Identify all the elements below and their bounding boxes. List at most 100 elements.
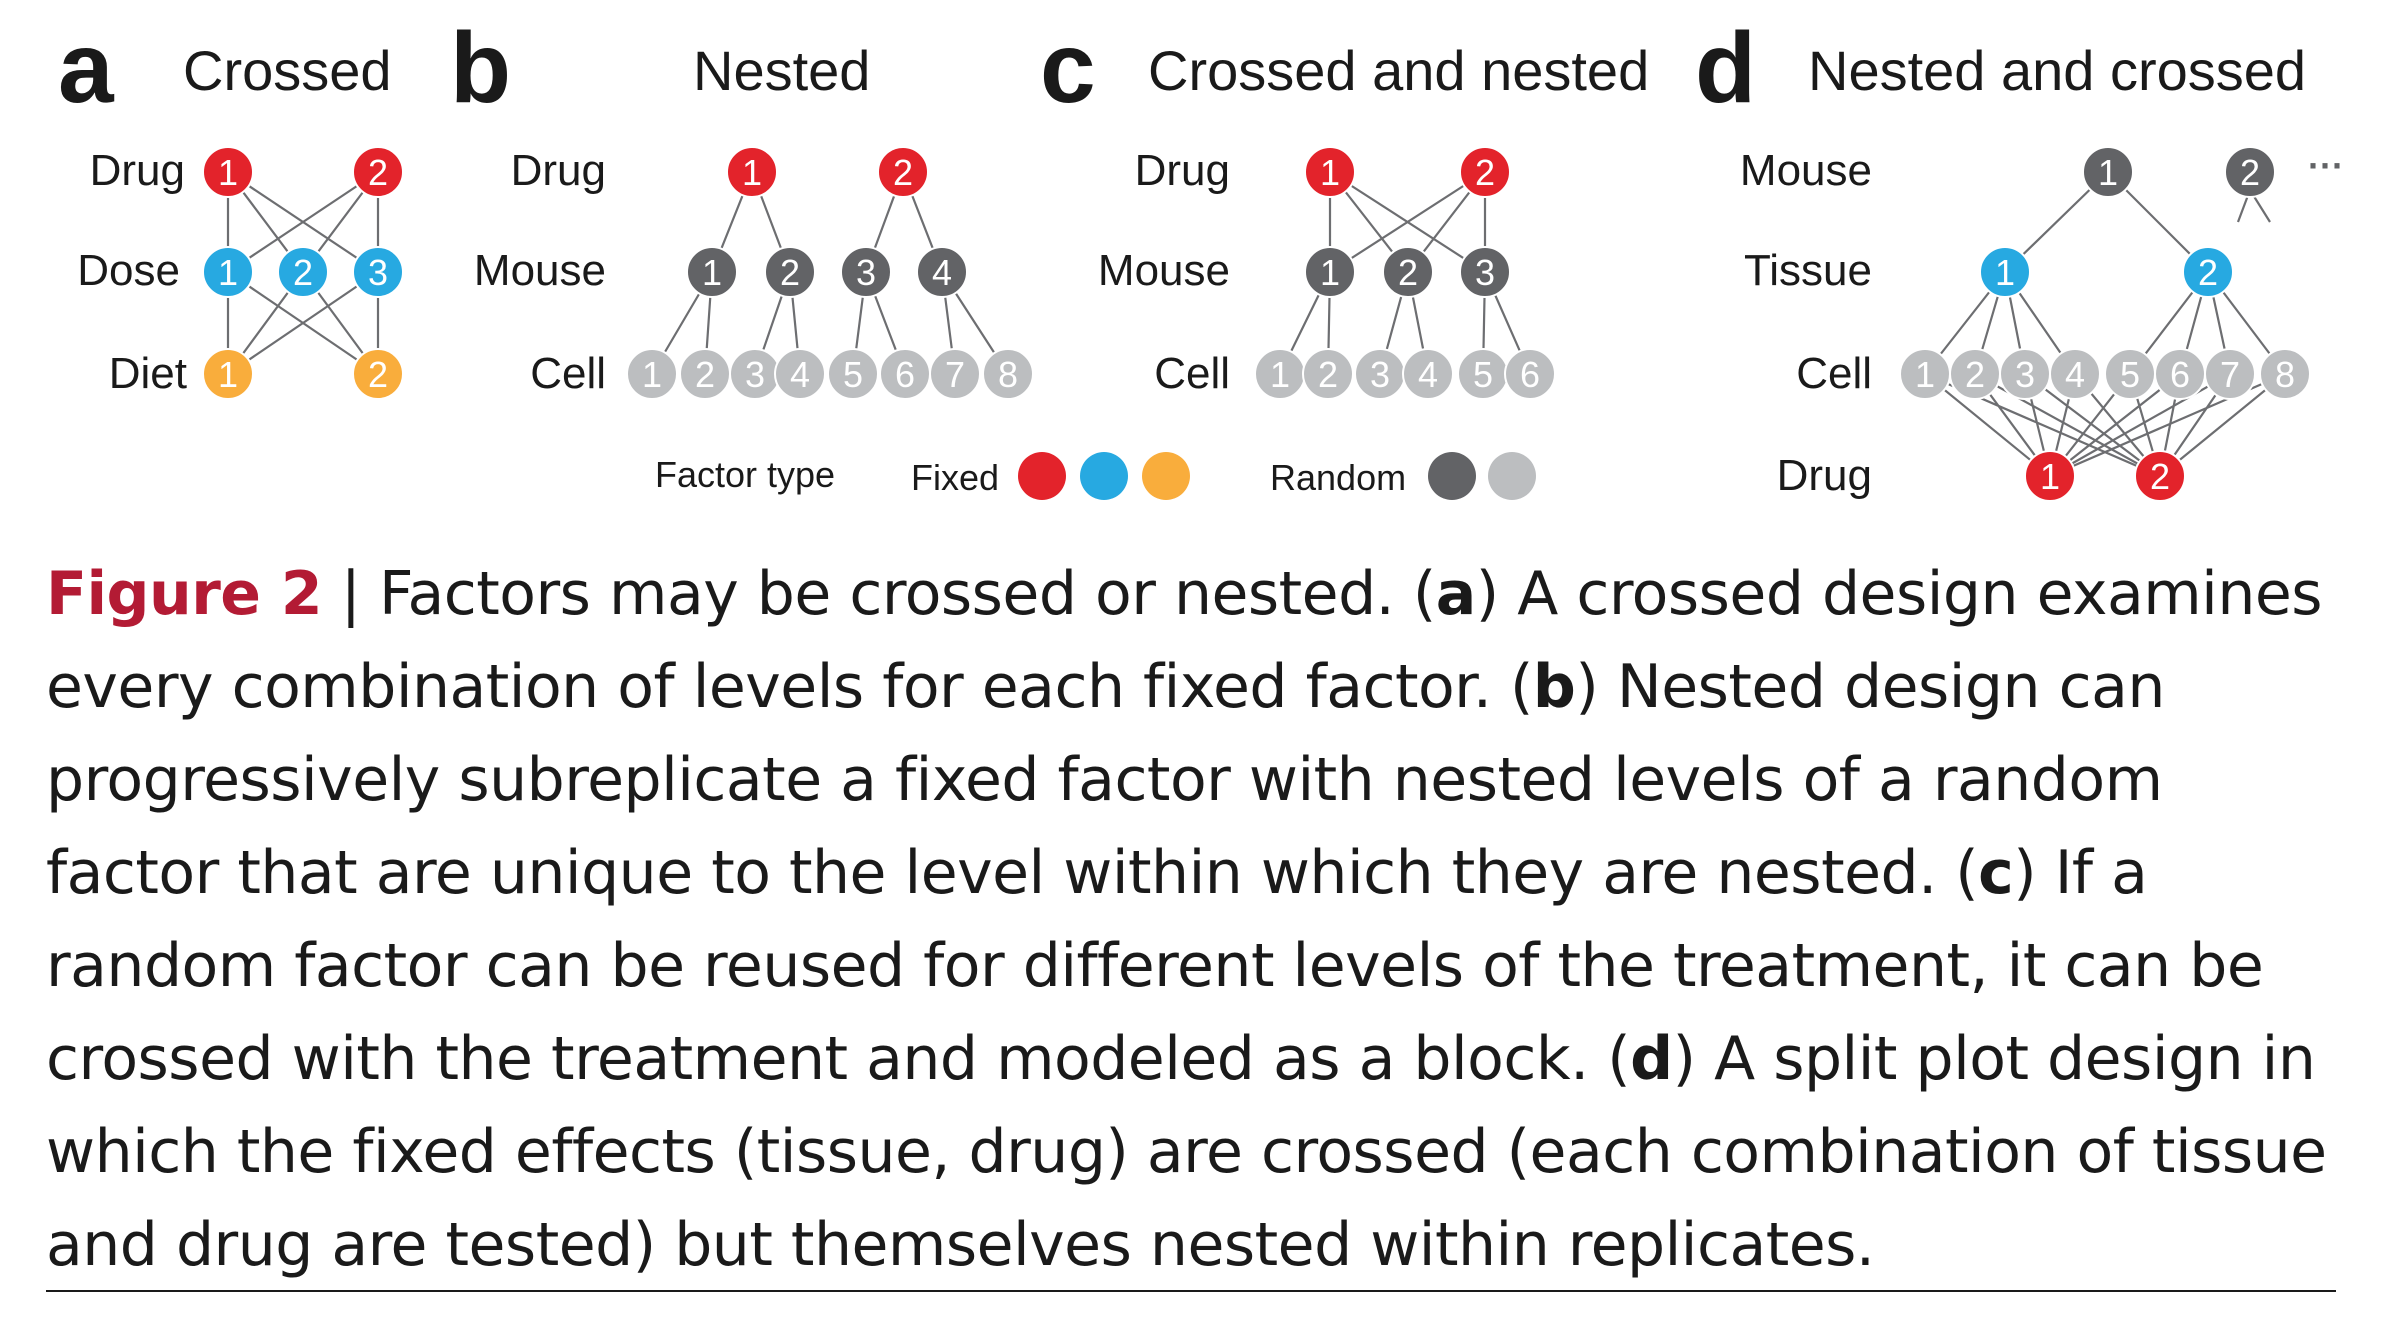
node-b-cell-4: 4 bbox=[774, 348, 826, 400]
svg-text:1: 1 bbox=[218, 152, 238, 193]
caption-text-2: ) A crossed design examines every combin… bbox=[46, 559, 2323, 722]
node-b-drug-2: 2 bbox=[877, 146, 929, 198]
node-d-cell-2: 2 bbox=[1949, 348, 2001, 400]
panel-letter-c: c bbox=[1040, 12, 1096, 124]
node-a-diet-1: 1 bbox=[202, 348, 254, 400]
row-label-d-mouse: Mouse bbox=[1740, 146, 1872, 195]
node-c-cell-3: 3 bbox=[1354, 348, 1406, 400]
row-label-a-dose: Dose bbox=[77, 246, 180, 295]
node-b-cell-2: 2 bbox=[679, 348, 731, 400]
svg-text:1: 1 bbox=[1995, 252, 2015, 293]
figure-label: Figure 2 bbox=[46, 559, 323, 629]
panel-letter-a: a bbox=[58, 12, 115, 124]
svg-text:6: 6 bbox=[895, 354, 915, 395]
node-b-mouse-4: 4 bbox=[916, 246, 968, 298]
svg-text:3: 3 bbox=[1370, 354, 1390, 395]
caption-text-5: ) A split plot design in which the fixed… bbox=[46, 1024, 2327, 1280]
svg-text:2: 2 bbox=[893, 152, 913, 193]
node-d-cell-6: 6 bbox=[2154, 348, 2206, 400]
caption-ref-d: d bbox=[1630, 1024, 1673, 1094]
svg-text:1: 1 bbox=[1270, 354, 1290, 395]
svg-text:1: 1 bbox=[642, 354, 662, 395]
svg-text:8: 8 bbox=[998, 354, 1018, 395]
node-c-mouse-1: 1 bbox=[1304, 246, 1356, 298]
legend-swatch-dark bbox=[1428, 452, 1476, 500]
legend-fixed-label: Fixed bbox=[911, 457, 999, 498]
svg-text:2: 2 bbox=[368, 152, 388, 193]
legend-random-label: Random bbox=[1270, 457, 1406, 498]
svg-text:1: 1 bbox=[218, 252, 238, 293]
row-label-a-diet: Diet bbox=[109, 349, 187, 398]
node-c-drug-1: 1 bbox=[1304, 146, 1356, 198]
node-b-cell-3: 3 bbox=[729, 348, 781, 400]
node-a-dose-1: 1 bbox=[202, 246, 254, 298]
nodes: 1 21 2 31 21 21 2 3 41 2 3 4 5 6 7 81 21 2 31 2 3 4 5 61 21 21 2 3 4… bbox=[202, 146, 2311, 502]
more-mice-ellipsis: ··· bbox=[2308, 145, 2344, 186]
node-b-cell-6: 6 bbox=[879, 348, 931, 400]
svg-text:2: 2 bbox=[368, 354, 388, 395]
svg-text:4: 4 bbox=[2065, 354, 2085, 395]
node-b-mouse-3: 3 bbox=[840, 246, 892, 298]
node-d-cell-5: 5 bbox=[2104, 348, 2156, 400]
svg-text:7: 7 bbox=[2220, 354, 2240, 395]
svg-text:1: 1 bbox=[2040, 456, 2060, 497]
row-label-c-drug: Drug bbox=[1135, 146, 1230, 195]
svg-text:1: 1 bbox=[1320, 252, 1340, 293]
row-label-d-cell: Cell bbox=[1796, 349, 1872, 398]
panel-title-b: Nested bbox=[693, 39, 870, 102]
svg-text:1: 1 bbox=[742, 152, 762, 193]
caption-text-3: ) Nested design can progressively subrep… bbox=[46, 652, 2165, 908]
panel-title-c: Crossed and nested bbox=[1148, 39, 1649, 102]
svg-text:6: 6 bbox=[2170, 354, 2190, 395]
svg-text:3: 3 bbox=[1475, 252, 1495, 293]
svg-text:2: 2 bbox=[1475, 152, 1495, 193]
figure-caption: Figure 2 | Factors may be crossed or nes… bbox=[46, 548, 2346, 1292]
node-c-mouse-2: 2 bbox=[1382, 246, 1434, 298]
caption-ref-c: c bbox=[1978, 838, 2014, 908]
edges bbox=[226, 171, 2286, 478]
row-label-a-drug: Drug bbox=[90, 146, 185, 195]
svg-text:2: 2 bbox=[293, 252, 313, 293]
svg-text:6: 6 bbox=[1520, 354, 1540, 395]
node-c-cell-5: 5 bbox=[1457, 348, 1509, 400]
row-label-d-tissue: Tissue bbox=[1744, 246, 1872, 295]
node-d-tissue-2: 2 bbox=[2182, 246, 2234, 298]
caption-ref-b: b bbox=[1532, 652, 1576, 722]
panel-letter-b: b bbox=[450, 12, 511, 124]
caption-separator: | bbox=[322, 559, 379, 629]
row-label-b-drug: Drug bbox=[511, 146, 606, 195]
svg-text:2: 2 bbox=[780, 252, 800, 293]
svg-text:5: 5 bbox=[2120, 354, 2140, 395]
svg-text:5: 5 bbox=[1473, 354, 1493, 395]
node-d-cell-8: 8 bbox=[2259, 348, 2311, 400]
node-c-mouse-3: 3 bbox=[1459, 246, 1511, 298]
svg-text:1: 1 bbox=[702, 252, 722, 293]
node-c-drug-2: 2 bbox=[1459, 146, 1511, 198]
svg-text:7: 7 bbox=[945, 354, 965, 395]
node-c-cell-6: 6 bbox=[1504, 348, 1556, 400]
svg-text:2: 2 bbox=[695, 354, 715, 395]
svg-text:1: 1 bbox=[1915, 354, 1935, 395]
svg-text:8: 8 bbox=[2275, 354, 2295, 395]
svg-text:3: 3 bbox=[856, 252, 876, 293]
node-d-tissue-1: 1 bbox=[1979, 246, 2031, 298]
node-b-drug-1: 1 bbox=[726, 146, 778, 198]
svg-text:2: 2 bbox=[1398, 252, 1418, 293]
caption-ref-a: a bbox=[1435, 559, 1477, 629]
svg-text:2: 2 bbox=[2198, 252, 2218, 293]
svg-text:3: 3 bbox=[368, 252, 388, 293]
caption-text-1: Factors may be crossed or nested. ( bbox=[379, 559, 1436, 629]
figure-diagram: a b c d Crossed Nested Crossed and neste… bbox=[58, 12, 2344, 502]
node-c-cell-4: 4 bbox=[1402, 348, 1454, 400]
legend-swatch-red bbox=[1018, 452, 1066, 500]
node-b-mouse-2: 2 bbox=[764, 246, 816, 298]
node-a-dose-2: 2 bbox=[277, 246, 329, 298]
node-d-cell-4: 4 bbox=[2049, 348, 2101, 400]
node-a-drug-1: 1 bbox=[202, 146, 254, 198]
svg-text:4: 4 bbox=[932, 252, 952, 293]
node-d-cell-1: 1 bbox=[1899, 348, 1951, 400]
node-d-drug-2: 2 bbox=[2134, 450, 2186, 502]
node-b-mouse-1: 1 bbox=[686, 246, 738, 298]
node-d-mouse-2: 2 bbox=[2224, 146, 2276, 198]
caption-text-4: ) If a random factor can be reused for d… bbox=[46, 838, 2264, 1094]
